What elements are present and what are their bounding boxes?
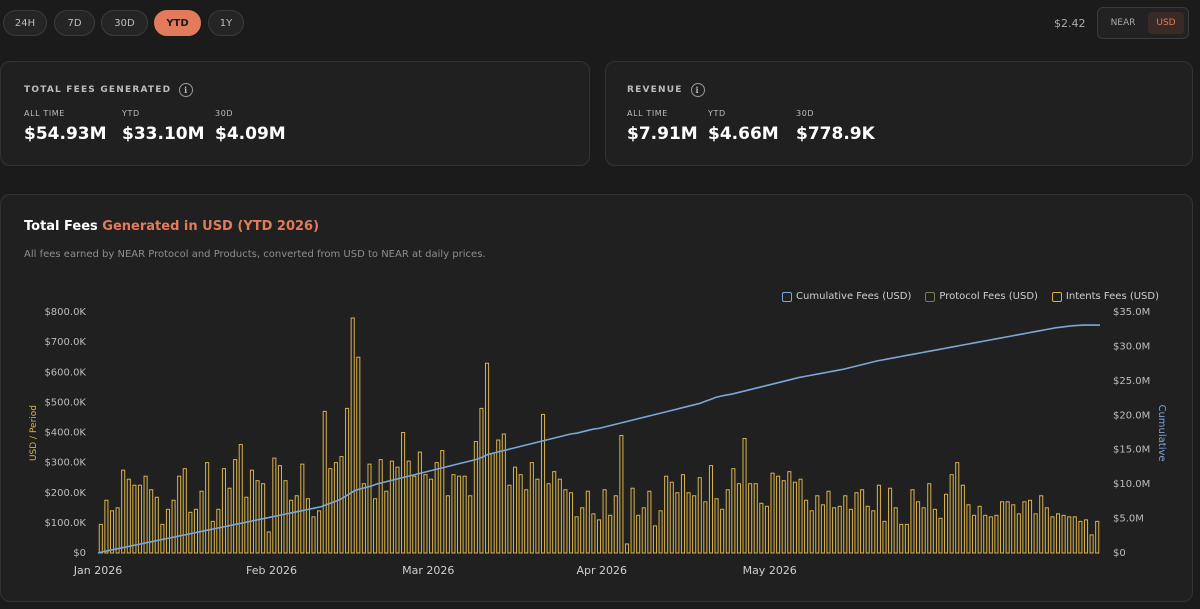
legend-swatch [925, 291, 936, 302]
revenue-title: REVENUE i [627, 83, 705, 97]
total-fees-card: TOTAL FEES GENERATED i ALL TIME $54.93M … [0, 61, 590, 166]
tab-1y[interactable]: 1Y [208, 10, 244, 36]
fees-stat-30d: 30D $4.09M [215, 109, 286, 144]
near-price: $2.42 [1054, 17, 1086, 30]
stat-label: 30D [796, 109, 815, 118]
currency-near-option[interactable]: NEAR [1110, 18, 1136, 28]
tab-ytd[interactable]: YTD [154, 10, 201, 36]
stat-label: ALL TIME [627, 109, 668, 118]
stat-label: YTD [708, 109, 726, 118]
legend-label: Protocol Fees (USD) [939, 291, 1038, 302]
tab-24h[interactable]: 24H [3, 10, 47, 36]
legend-label: Intents Fees (USD) [1065, 291, 1159, 302]
stat-value: $4.09M [215, 124, 286, 144]
info-icon[interactable]: i [179, 83, 194, 97]
legend-cumulative[interactable]: Cumulative Fees (USD) [782, 291, 911, 302]
chart-title-accent: Generated in USD (YTD 2026) [102, 219, 320, 234]
info-icon[interactable]: i [690, 83, 705, 97]
stat-value: $7.91M [627, 124, 698, 144]
stat-value: $33.10M [122, 124, 205, 144]
currency-toggle: NEAR USD [1097, 7, 1189, 39]
stat-value: $778.9K [796, 124, 875, 144]
revenue-card: REVENUE i ALL TIME $7.91M YTD $4.66M 30D… [605, 61, 1193, 166]
legend-label: Cumulative Fees (USD) [796, 291, 912, 302]
tab-30d[interactable]: 30D [101, 10, 148, 36]
revenue-stat-ytd: YTD $4.66M [708, 109, 779, 144]
stat-label: YTD [122, 109, 140, 118]
legend-swatch [782, 291, 793, 302]
legend-intents[interactable]: Intents Fees (USD) [1051, 291, 1159, 302]
revenue-stat-30d: 30D $778.9K [796, 109, 875, 144]
chart-legend: Cumulative Fees (USD) Protocol Fees (USD… [782, 291, 1159, 302]
tab-7d[interactable]: 7D [54, 10, 95, 36]
legend-protocol[interactable]: Protocol Fees (USD) [925, 291, 1038, 302]
stat-value: $54.93M [24, 124, 107, 144]
fees-stat-ytd: YTD $33.10M [122, 109, 205, 144]
revenue-stat-alltime: ALL TIME $7.91M [627, 109, 698, 144]
total-fees-title-text: TOTAL FEES GENERATED [24, 85, 172, 95]
stat-label: 30D [215, 109, 234, 118]
currency-usd-option[interactable]: USD [1148, 12, 1184, 34]
chart-subtitle: All fees earned by NEAR Protocol and Pro… [24, 249, 486, 260]
legend-swatch [1051, 291, 1062, 302]
fees-stat-alltime: ALL TIME $54.93M [24, 109, 107, 144]
chart-title: Total Fees Generated in USD (YTD 2026) [24, 219, 319, 234]
fees-chart-card: Total Fees Generated in USD (YTD 2026) A… [0, 194, 1193, 602]
stat-value: $4.66M [708, 124, 779, 144]
revenue-title-text: REVENUE [627, 85, 683, 95]
total-fees-title: TOTAL FEES GENERATED i [24, 83, 194, 97]
stat-label: ALL TIME [24, 109, 65, 118]
chart-title-main: Total Fees [24, 219, 103, 234]
